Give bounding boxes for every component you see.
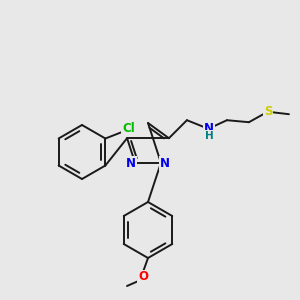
Text: Cl: Cl xyxy=(122,122,135,135)
Text: N: N xyxy=(204,122,214,135)
Text: O: O xyxy=(138,271,148,284)
Text: S: S xyxy=(264,105,272,118)
Text: N: N xyxy=(160,157,170,170)
Text: N: N xyxy=(126,157,136,170)
Text: H: H xyxy=(205,131,213,141)
